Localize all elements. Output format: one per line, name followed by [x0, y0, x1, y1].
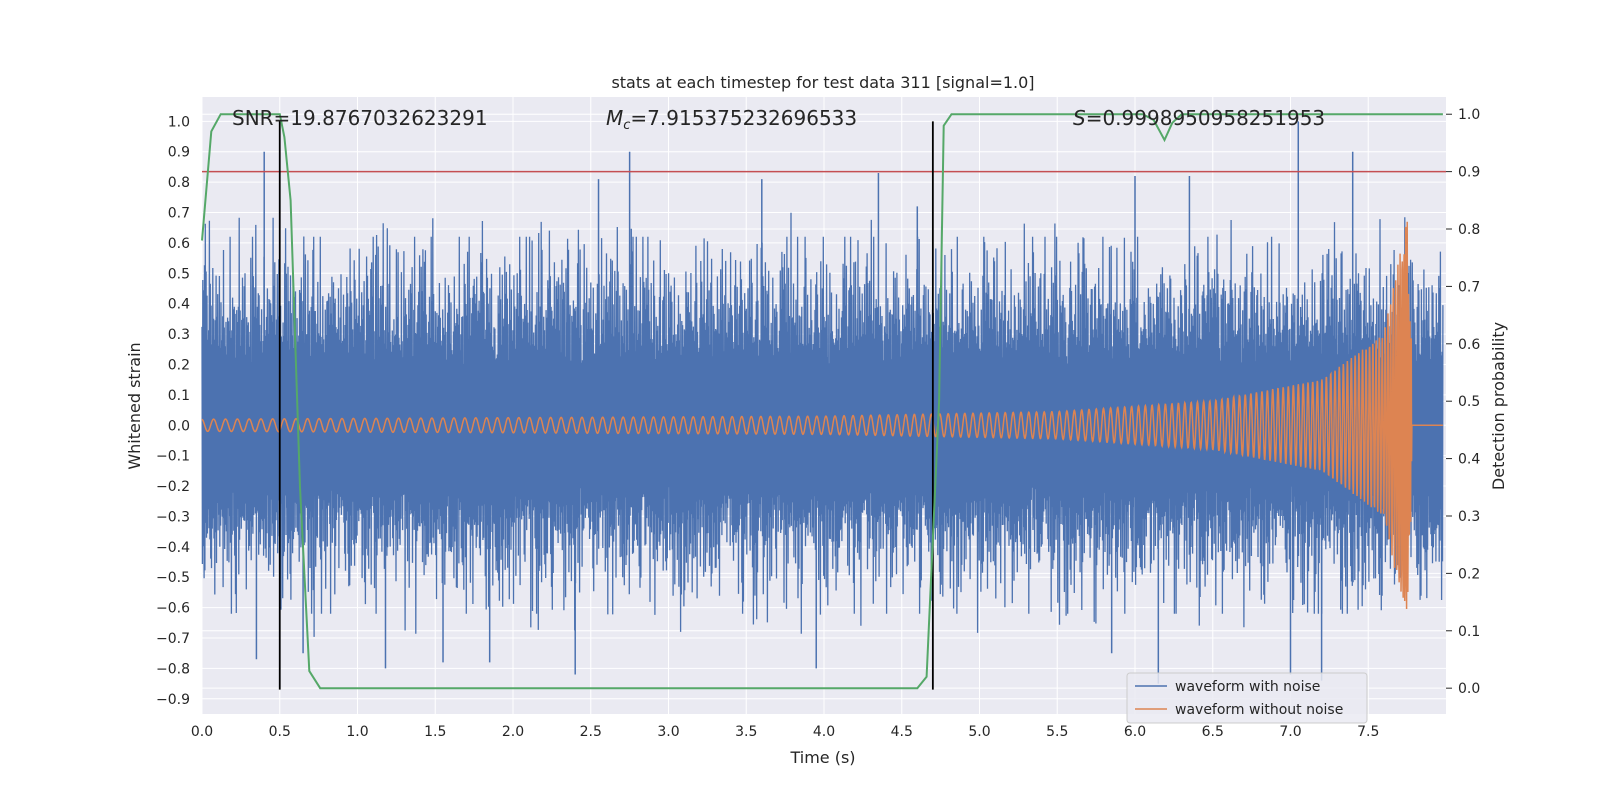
score-annotation: S=0.9998950958251953 [1073, 106, 1325, 130]
x-tick-label: 6.0 [1124, 724, 1146, 740]
y-tick-label: −0.3 [156, 509, 190, 525]
tick-layer: 0.0 0.5 1.0 1.5 2.0 2.5 3.0 3.5 4.0 4.5 5.0 5.5 6.0 6… [156, 107, 1480, 740]
legend-label-noise: waveform with noise [1175, 679, 1320, 695]
y-tick-label: 0.9 [168, 145, 190, 161]
x-tick-label: 6.5 [1202, 724, 1224, 740]
y2-tick-label: 0.8 [1458, 222, 1480, 238]
x-tick-label: 1.5 [424, 724, 446, 740]
y-axis-title: Whitened strain [125, 342, 144, 469]
noise-series-layer [201, 121, 1444, 684]
x-tick-label: 5.5 [1046, 724, 1068, 740]
y-tick-label: −0.9 [156, 692, 190, 708]
y-tick-label: −0.6 [156, 601, 190, 617]
y2-tick-label: 0.4 [1458, 452, 1480, 468]
y-tick-label: −0.1 [156, 449, 190, 465]
clean-series-layer [201, 221, 1443, 610]
y-tick-label: 0.0 [168, 418, 190, 434]
x-tick-label: 5.0 [968, 724, 990, 740]
x-tick-label: 4.5 [891, 724, 913, 740]
x-tick-label: 0.5 [269, 724, 291, 740]
score-symbol: S [1073, 106, 1086, 130]
y2-tick-label: 0.3 [1458, 509, 1480, 525]
legend: waveform with noise waveform without noi… [1126, 672, 1368, 724]
y-tick-label: 0.8 [168, 175, 190, 191]
y2-tick-label: 0.1 [1458, 624, 1480, 640]
score-value: =0.9998950958251953 [1086, 106, 1325, 130]
x-tick-label: 3.5 [735, 724, 757, 740]
y-tick-label: −0.8 [156, 661, 190, 677]
x-tick-label: 1.0 [346, 724, 368, 740]
x-tick-label: 3.0 [657, 724, 679, 740]
y-tick-label: 0.3 [168, 327, 190, 343]
y2-tick-label: 1.0 [1458, 107, 1480, 123]
y-tick-label: 0.5 [168, 266, 190, 282]
y-tick-label: −0.7 [156, 631, 190, 647]
y-tick-label: 0.4 [168, 297, 190, 313]
overlay-layer [201, 113, 1446, 690]
y-tick-label: 0.1 [168, 388, 190, 404]
y2-axis-title: Detection probability [1489, 322, 1508, 490]
x-axis-title: Time (s) [789, 748, 855, 767]
y2-tick-label: 0.6 [1458, 337, 1480, 353]
chirp-mass-annotation: Mc=7.915375232696533 [606, 106, 857, 133]
chart-title: stats at each timestep for test data 311… [611, 73, 1034, 92]
x-tick-label: 2.0 [502, 724, 524, 740]
chirp-mass-subscript: c [623, 118, 630, 133]
legend-box [1126, 672, 1368, 724]
y-tick-label: 0.2 [168, 357, 190, 373]
noise-waveform-core [202, 364, 1443, 487]
snr-annotation: SNR=19.8767032623291 [232, 106, 488, 130]
detection-probability-line [201, 113, 1443, 690]
y2-tick-label: 0.2 [1458, 566, 1480, 582]
y-tick-label: 1.0 [168, 114, 190, 130]
y2-tick-label: 0.9 [1458, 165, 1480, 181]
clean-waveform-line [201, 221, 1443, 610]
x-tick-label: 7.5 [1357, 724, 1379, 740]
legend-label-clean: waveform without noise [1175, 702, 1343, 718]
x-tick-label: 0.0 [191, 724, 213, 740]
y-tick-label: −0.4 [156, 540, 190, 556]
noise-waveform-line [201, 212, 1444, 637]
chirp-mass-symbol: M [606, 106, 623, 130]
y2-tick-label: 0.0 [1458, 681, 1480, 697]
x-tick-label: 7.0 [1279, 724, 1301, 740]
x-tick-label: 2.5 [580, 724, 602, 740]
y-tick-label: 0.7 [168, 205, 190, 221]
y2-tick-label: 0.7 [1458, 279, 1480, 295]
y-tick-label: 0.6 [168, 236, 190, 252]
y2-tick-label: 0.5 [1458, 394, 1480, 410]
y-tick-label: −0.5 [156, 570, 190, 586]
y-tick-label: −0.2 [156, 479, 190, 495]
chirp-mass-value: =7.915375232696533 [630, 106, 857, 130]
x-tick-label: 4.0 [813, 724, 835, 740]
